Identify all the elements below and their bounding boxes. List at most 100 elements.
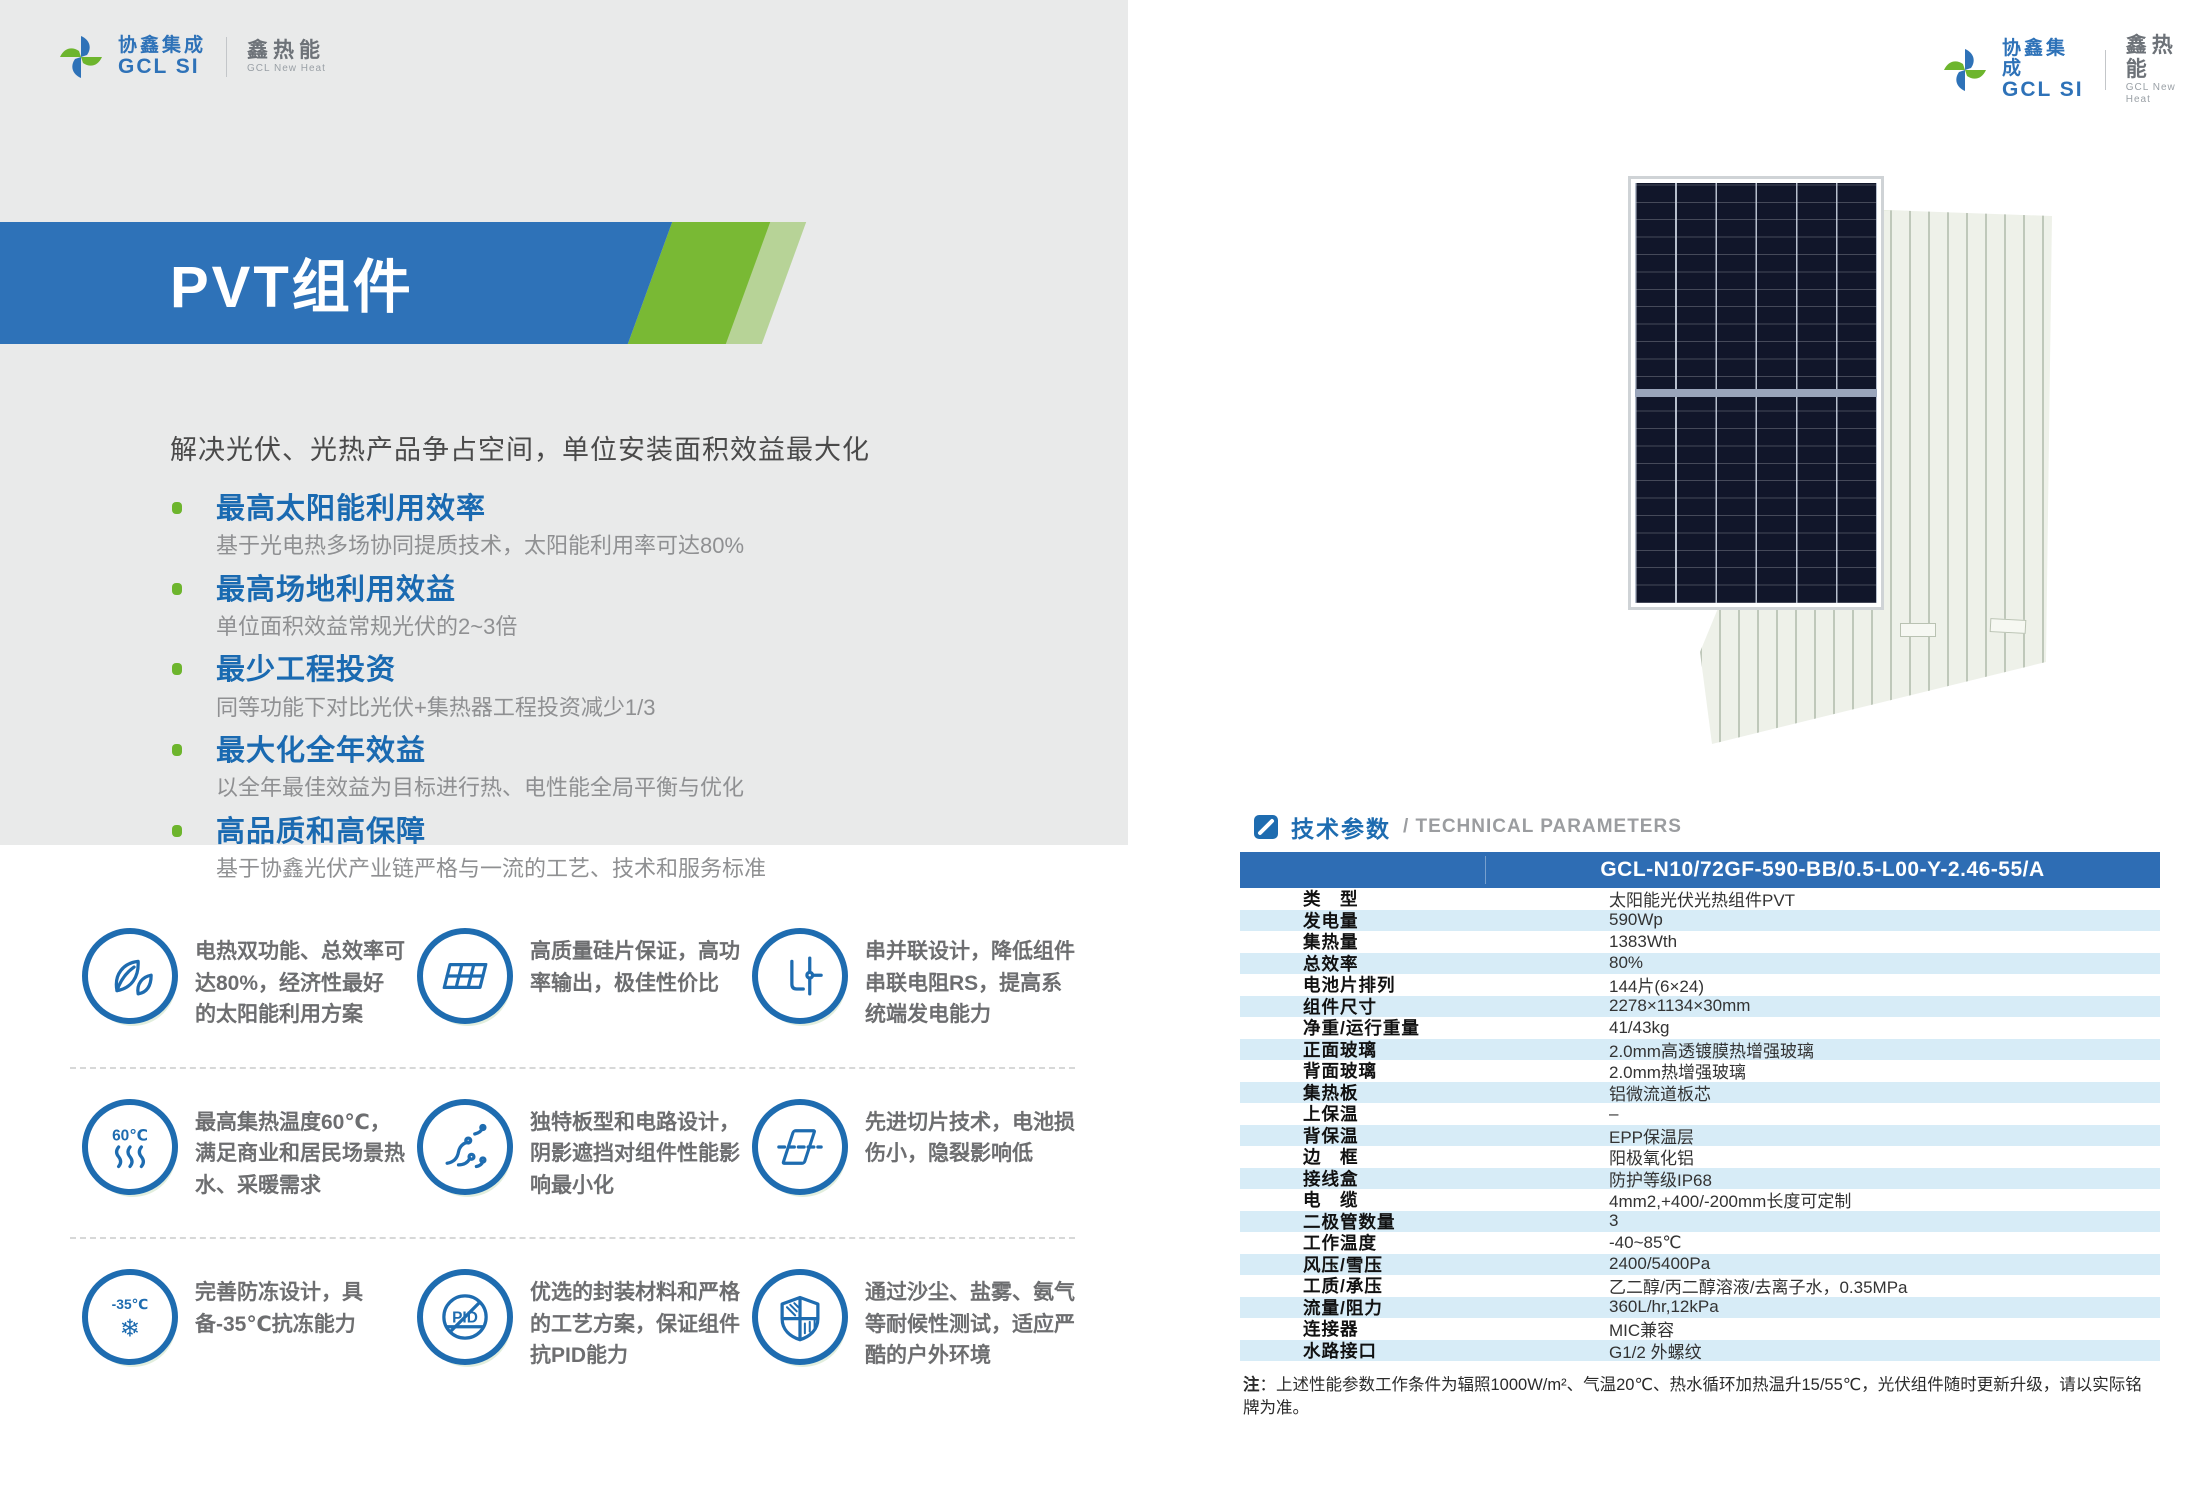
- selling-point: 最高太阳能利用效率基于光电热多场协同提质技术，太阳能利用率可达80%: [170, 492, 810, 560]
- feature-text: 通过沙尘、盐雾、氨气等耐候性测试，适应严酷的户外环境: [865, 1281, 1075, 1367]
- selling-point-heading: 最少工程投资: [216, 654, 397, 687]
- wafer-slicing-icon: [752, 1098, 848, 1195]
- spec-value: 乙二醇/丙二醇溶液/去离子水，0.35MPa: [1609, 1278, 1908, 1298]
- spec-value: 1383Wth: [1609, 931, 1678, 951]
- spec-row: 背保温 EPP保温层: [1240, 1124, 2160, 1147]
- section-marker-icon: [1253, 814, 1279, 840]
- spec-row: 接线盒 防护等级IP68: [1240, 1167, 2160, 1190]
- spec-row: 净重/运行重量 41/43kg: [1240, 1017, 2160, 1039]
- brand-sub-en: GCL New Heat: [247, 63, 326, 75]
- spec-label: 背面玻璃: [1303, 1061, 1377, 1082]
- spec-label: 电池片排列: [1303, 975, 1396, 996]
- spec-value: G1/2 外螺纹: [1609, 1342, 1702, 1362]
- bullet-dot-icon: [172, 744, 182, 757]
- spec-label: 组件尺寸: [1303, 996, 1377, 1017]
- footnote-label: 注: [1243, 1376, 1260, 1394]
- spec-table-header: GCL-N10/72GF-590-BB/0.5-L00-Y-2.46-55/A: [1240, 852, 2160, 888]
- feature-item: PID 优选的封装材料和严格的工艺方案，保证组件抗PID能力: [405, 1269, 740, 1372]
- spec-label: 工质/承压: [1303, 1276, 1383, 1297]
- brand-logo: 协鑫集成 GCL SI 鑫热能 GCL New Heat: [58, 34, 326, 80]
- selling-point: 最大化全年效益 以全年最佳效益为目标进行热、电性能全局平衡与优化: [170, 734, 810, 802]
- spec-row: 上保温 –: [1240, 1103, 2160, 1125]
- feature-text: 电热双功能、总效率可达80%，经济性最好的太阳能利用方案: [195, 940, 405, 1026]
- selling-point-heading: 最高太阳能利用效率: [216, 493, 487, 525]
- svg-text:60℃: 60℃: [112, 1127, 148, 1144]
- selling-point: 高品质和高保障 基于协鑫光伏产业链严格与一流的工艺、技术和服务标准: [170, 815, 810, 883]
- spec-row: 类 型 太阳能光伏光热组件PVT: [1240, 888, 2160, 910]
- brand-name-block: 协鑫集成 GCL SI: [2002, 38, 2085, 101]
- spec-row: 流量/阻力 360L/hr,12kPa: [1240, 1296, 2160, 1318]
- spec-label: 风压/雪压: [1303, 1254, 1383, 1275]
- spec-label: 接线盒: [1303, 1168, 1359, 1189]
- brand-sub-en: GCL New Heat: [2125, 82, 2176, 105]
- pv-cell-grid: [1635, 183, 1877, 603]
- brand-name-en: GCL SI: [2002, 77, 2084, 101]
- spec-label: 集热量: [1303, 932, 1359, 953]
- spec-value: 4mm2,+400/-200mm长度可定制: [1609, 1192, 1852, 1212]
- feature-text: 先进切片技术，电池损伤小，隐裂影响低: [865, 1110, 1075, 1166]
- feature-grid: 电热双功能、总效率可达80%，经济性最好的太阳能利用方案 高质量硅片保证，高功率输…: [70, 898, 1075, 1408]
- spec-value: -40~85℃: [1609, 1232, 1682, 1252]
- selling-point-body: 单位面积效益常规光伏的2~3倍: [216, 613, 518, 639]
- spec-row: 组件尺寸 2278×1134×30mm: [1240, 995, 2160, 1017]
- feature-item: 独特板型和电路设计，阴影遮挡对组件性能影响最小化: [405, 1098, 740, 1202]
- heat-60c-icon: 60℃: [82, 1098, 178, 1195]
- spec-row: 电池片排列 144片(6×24): [1240, 974, 2160, 996]
- spec-value: 2.0mm热增强玻璃: [1609, 1063, 1746, 1083]
- spec-label: 工作温度: [1303, 1233, 1377, 1254]
- brand-pinwheel-icon: [1942, 47, 1988, 93]
- brand-logo: 协鑫集成 GCL SI 鑫热能 GCL New Heat: [1942, 34, 2200, 105]
- product-model: GCL-N10/72GF-590-BB/0.5-L00-Y-2.46-55/A: [1600, 858, 2045, 881]
- feature-row: -35℃ ❄ 完善防冻设计，具备-35℃抗冻能力 PID 优选的封装材料和严格的工艺方案…: [70, 1237, 1075, 1408]
- svg-text:-35℃: -35℃: [112, 1296, 149, 1312]
- dual-energy-leaves-icon: [82, 928, 178, 1024]
- spec-label: 水路接口: [1303, 1340, 1377, 1361]
- bullet-dot-icon: [172, 582, 182, 595]
- spec-label: 发电量: [1303, 910, 1359, 931]
- selling-point-heading: 最大化全年效益: [216, 735, 427, 768]
- feature-text: 独特板型和电路设计，阴影遮挡对组件性能影响最小化: [530, 1110, 740, 1197]
- selling-point-heading: 高品质和高保障: [216, 815, 427, 848]
- spec-value: 太阳能光伏光热组件PVT: [1609, 891, 1796, 911]
- selling-point: 最高场地利用效益 单位面积效益常规光伏的2~3倍: [170, 573, 810, 641]
- selling-point-body: 基于光电热多场协同提质技术，太阳能利用率可达80%: [216, 533, 745, 559]
- section-title-en: / TECHNICAL PARAMETERS: [1403, 816, 1682, 837]
- brand-sub-block: 鑫热能 GCL New Heat: [2126, 34, 2200, 105]
- circuit-board-icon: [417, 1098, 513, 1195]
- feature-row: 60℃ 最高集热温度60℃，满足商业和居民场景热水、采暖需求 独特板型和电路设计，阴…: [70, 1066, 1075, 1238]
- spec-row: 风压/雪压 2400/5400Pa: [1240, 1253, 2160, 1275]
- spec-row: 电 缆 4mm2,+400/-200mm长度可定制: [1240, 1189, 2160, 1211]
- spec-label: 类 型: [1303, 889, 1359, 910]
- series-parallel-circuit-icon: [752, 928, 848, 1024]
- brand-pinwheel-icon: [58, 34, 104, 80]
- back-panel-connector: [1900, 623, 1936, 637]
- spec-value: 3: [1609, 1211, 1619, 1231]
- spec-label: 背保温: [1303, 1125, 1359, 1146]
- spec-label: 二极管数量: [1303, 1211, 1396, 1232]
- brand-name-block: 协鑫集成 GCL SI: [118, 36, 206, 78]
- spec-value: 144片(6×24): [1609, 977, 1704, 997]
- spec-label: 净重/运行重量: [1303, 1018, 1420, 1039]
- logo-divider: [2104, 49, 2106, 90]
- page-subtitle: 解决光伏、光热产品争占空间，单位安装面积效益最大化: [170, 435, 870, 465]
- frost-resistance-icon: -35℃ ❄: [82, 1269, 178, 1365]
- feature-item: 先进切片技术，电池损伤小，隐裂影响低: [740, 1098, 1075, 1202]
- feature-text: 高质量硅片保证，高功率输出，极佳性价比: [530, 940, 740, 995]
- weather-shield-icon: [752, 1269, 848, 1365]
- logo-divider: [226, 37, 228, 77]
- spec-label: 流量/阻力: [1303, 1297, 1383, 1318]
- feature-text: 完善防冻设计，具备-35℃抗冻能力: [195, 1281, 363, 1336]
- feature-text: 最高集热温度60℃，满足商业和居民场景热水、采暖需求: [195, 1110, 405, 1197]
- footnote: 注：上述性能参数工作条件为辐照1000W/m²、气温20℃、热水循环加热温升15…: [1243, 1374, 2158, 1420]
- spec-label: 上保温: [1303, 1104, 1359, 1125]
- spec-value: 铝微流道板芯: [1609, 1084, 1711, 1104]
- feature-text: 串并联设计，降低组件串联电阻RS，提高系统端发电能力: [865, 940, 1075, 1026]
- bullet-dot-icon: [172, 663, 182, 676]
- spec-row: 正面玻璃 2.0mm高透镀膜热增强玻璃: [1240, 1038, 2160, 1061]
- solar-panel-icon: [417, 928, 513, 1024]
- spec-table: GCL-N10/72GF-590-BB/0.5-L00-Y-2.46-55/A …: [1240, 852, 2160, 1362]
- selling-point: 最少工程投资 同等功能下对比光伏+集热器工程投资减少1/3: [170, 653, 810, 721]
- spec-row: 总效率 80%: [1240, 952, 2160, 974]
- spec-value: 2278×1134×30mm: [1609, 996, 1751, 1016]
- spec-row: 工作温度 -40~85℃: [1240, 1232, 2160, 1254]
